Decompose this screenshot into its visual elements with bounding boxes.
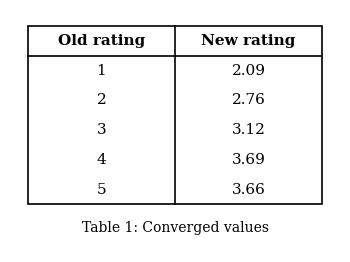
Text: 5: 5 bbox=[97, 183, 106, 196]
Text: Old rating: Old rating bbox=[58, 34, 145, 48]
Text: 3.69: 3.69 bbox=[232, 153, 265, 167]
Text: 3: 3 bbox=[97, 123, 106, 137]
Text: Table 1: Converged values: Table 1: Converged values bbox=[82, 221, 268, 235]
Text: New rating: New rating bbox=[201, 34, 296, 48]
Text: 2.09: 2.09 bbox=[231, 64, 266, 78]
Text: 2.76: 2.76 bbox=[232, 94, 265, 107]
Text: 3.12: 3.12 bbox=[232, 123, 265, 137]
Text: 1: 1 bbox=[97, 64, 106, 78]
Text: 2: 2 bbox=[97, 94, 106, 107]
Bar bbox=[28, 26, 322, 204]
Text: 3.66: 3.66 bbox=[232, 183, 265, 196]
Text: 4: 4 bbox=[97, 153, 106, 167]
